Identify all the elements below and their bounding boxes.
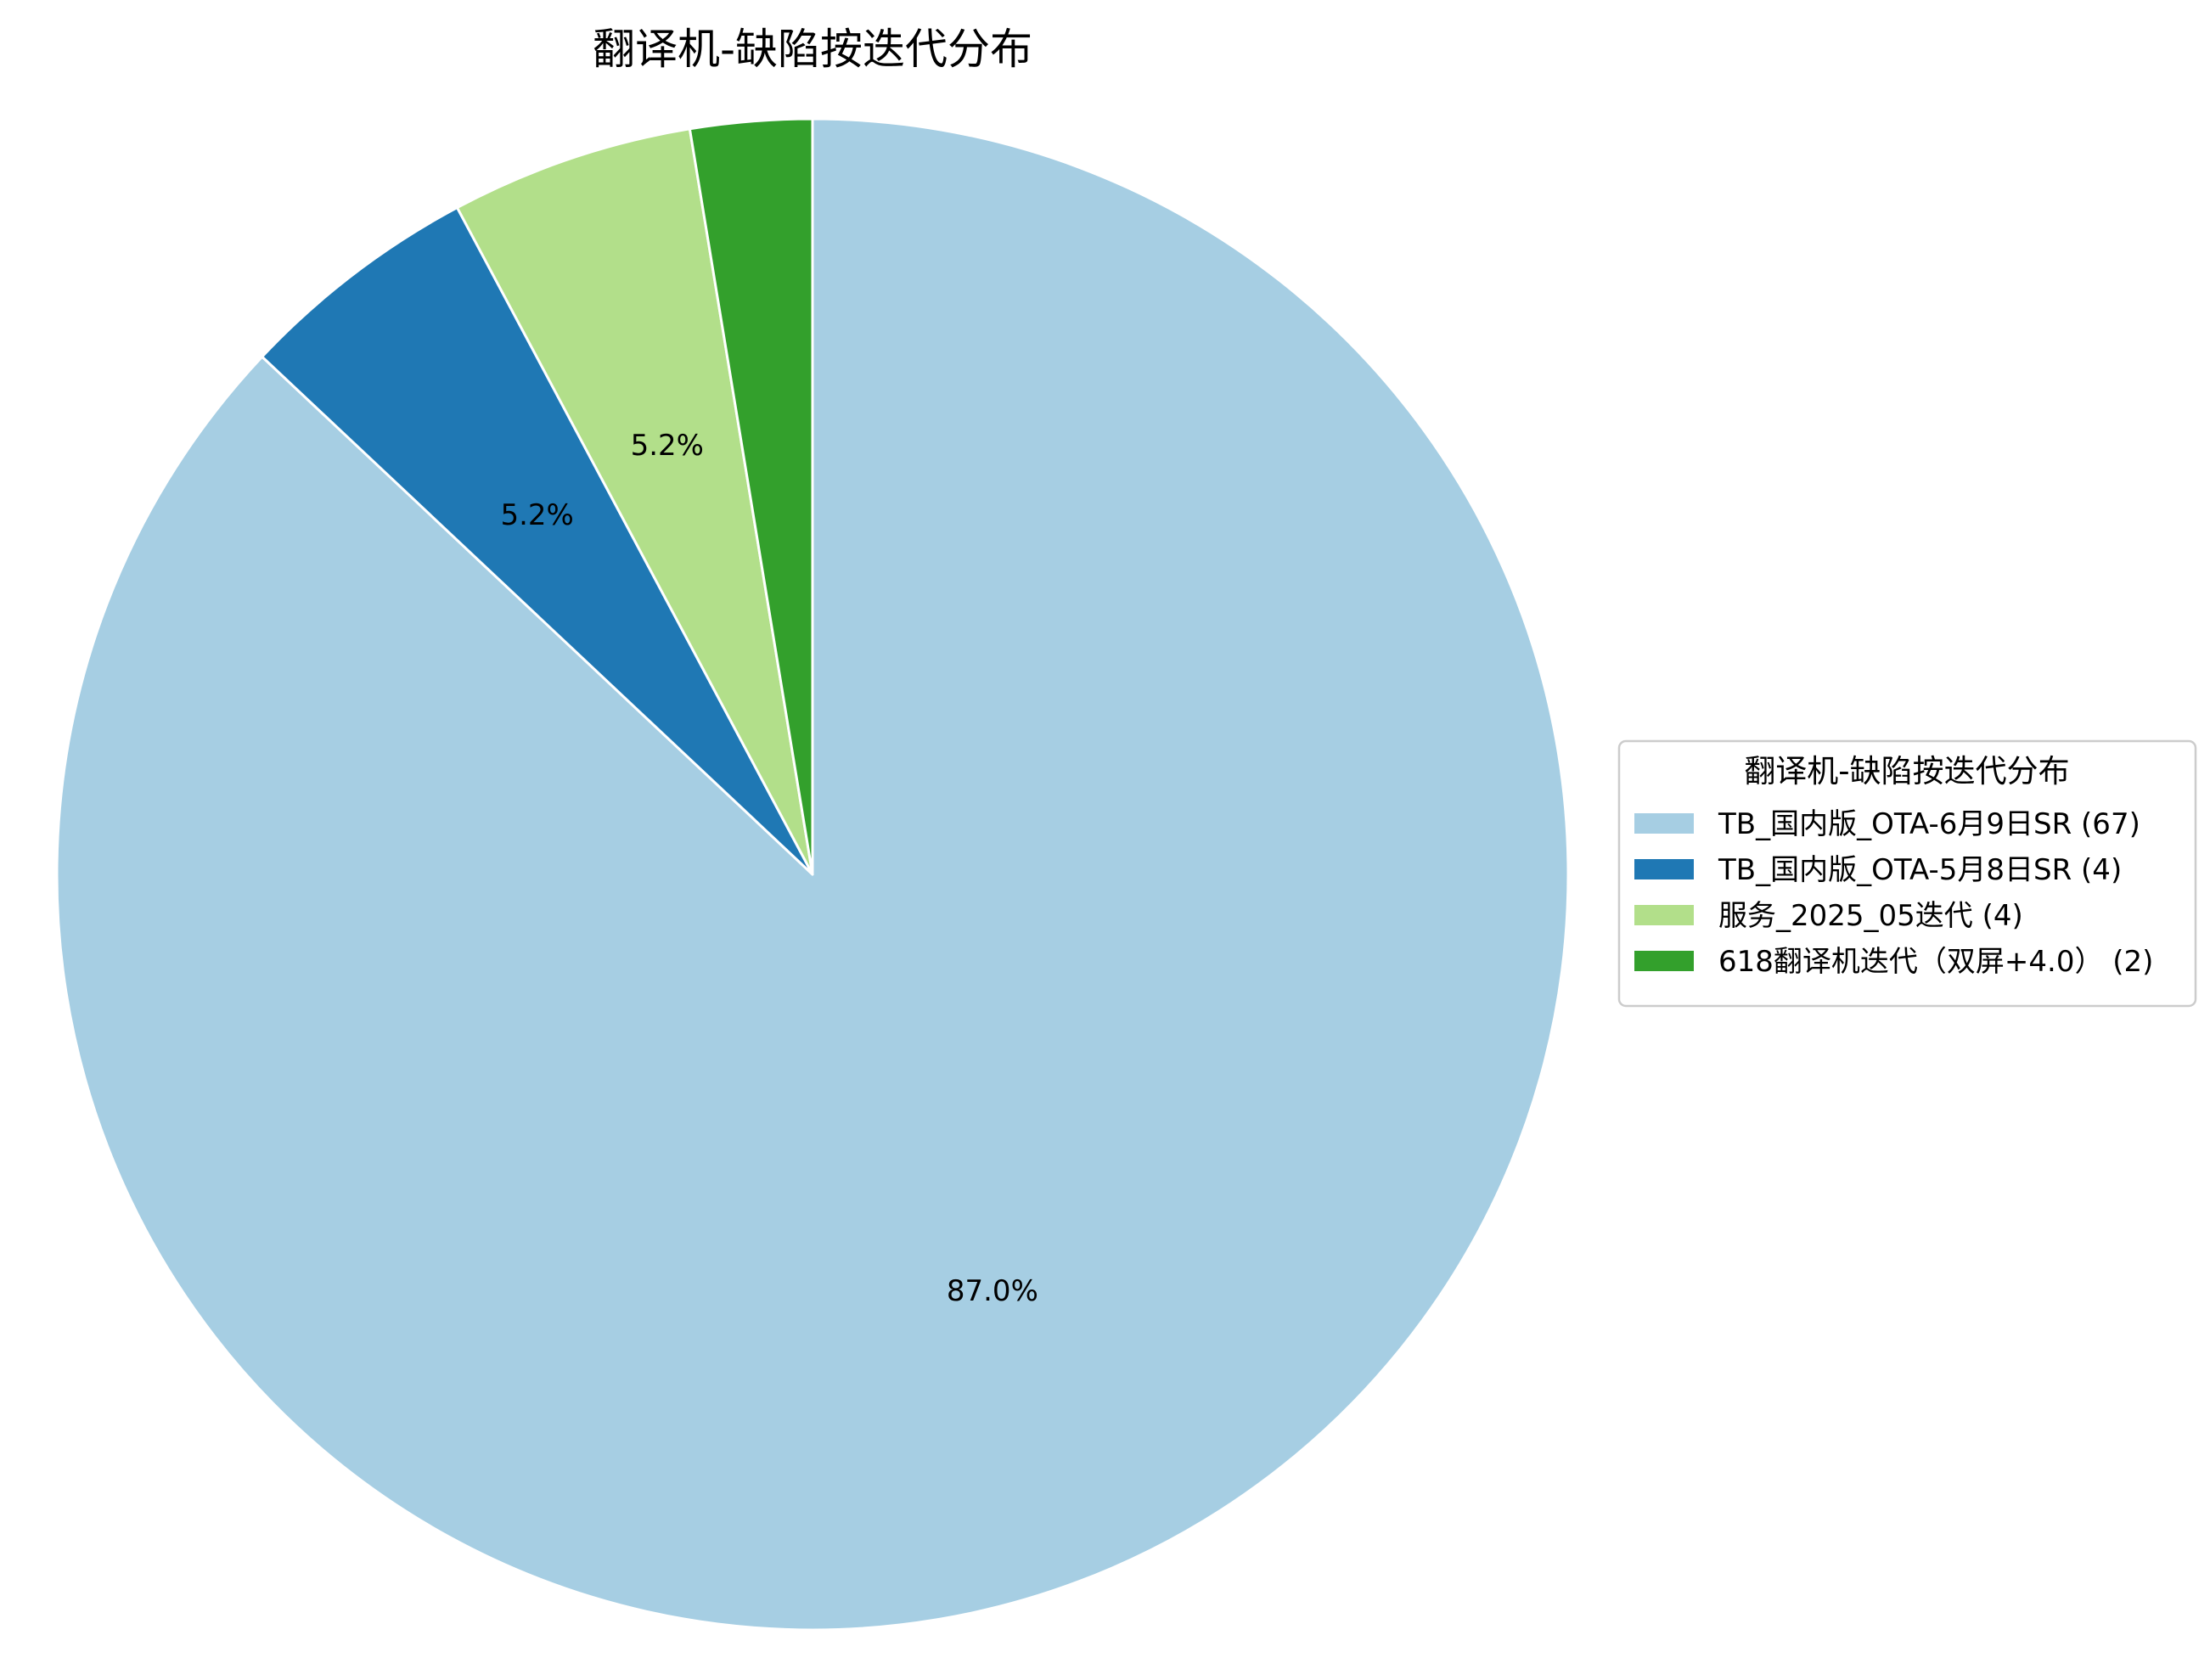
pie-percent-labels: 87.0% 5.2% 5.2% (500, 429, 1038, 1308)
legend-label: TB_国内版_OTA-6月9日SR (67) (1718, 807, 2140, 841)
legend-items: TB_国内版_OTA-6月9日SR (67) TB_国内版_OTA-5月8日SR … (1634, 807, 2153, 979)
pie-slice-1 (55, 117, 1570, 1632)
legend-item-3: 服务_2025_05迭代 (4) (1634, 899, 2023, 933)
pie-slice-3 (455, 127, 814, 876)
legend-item-2: TB_国内版_OTA-5月8日SR (4) (1634, 853, 2122, 887)
legend-title: 翻译机-缺陷按迭代分布 (1744, 753, 2069, 789)
pie-slice-2 (261, 206, 814, 876)
legend-item-4: 618翻译机迭代（双屏+4.0） (2) (1634, 945, 2153, 979)
pie-slice-4 (688, 117, 814, 876)
pie-percent-label-1: 87.0% (947, 1274, 1038, 1308)
chart-title: 翻译机-缺陷按迭代分布 (593, 25, 1032, 74)
pie-percent-label-3: 5.2% (631, 429, 704, 463)
legend-label: TB_国内版_OTA-5月8日SR (4) (1718, 853, 2122, 887)
legend-item-1: TB_国内版_OTA-6月9日SR (67) (1634, 807, 2140, 841)
legend-label: 服务_2025_05迭代 (4) (1718, 899, 2023, 933)
legend-frame (1617, 739, 2197, 1008)
pie-slices (55, 117, 1570, 1632)
legend-swatch (1634, 905, 1694, 925)
legend-swatch (1634, 859, 1694, 879)
legend-swatch (1634, 813, 1694, 834)
legend-label: 618翻译机迭代（双屏+4.0） (2) (1718, 945, 2153, 979)
legend: 翻译机-缺陷按迭代分布 TB_国内版_OTA-6月9日SR (67)TB_国内版… (1617, 739, 2197, 1008)
legend-swatch (1634, 951, 1694, 971)
pie-percent-label-2: 5.2% (500, 498, 573, 532)
